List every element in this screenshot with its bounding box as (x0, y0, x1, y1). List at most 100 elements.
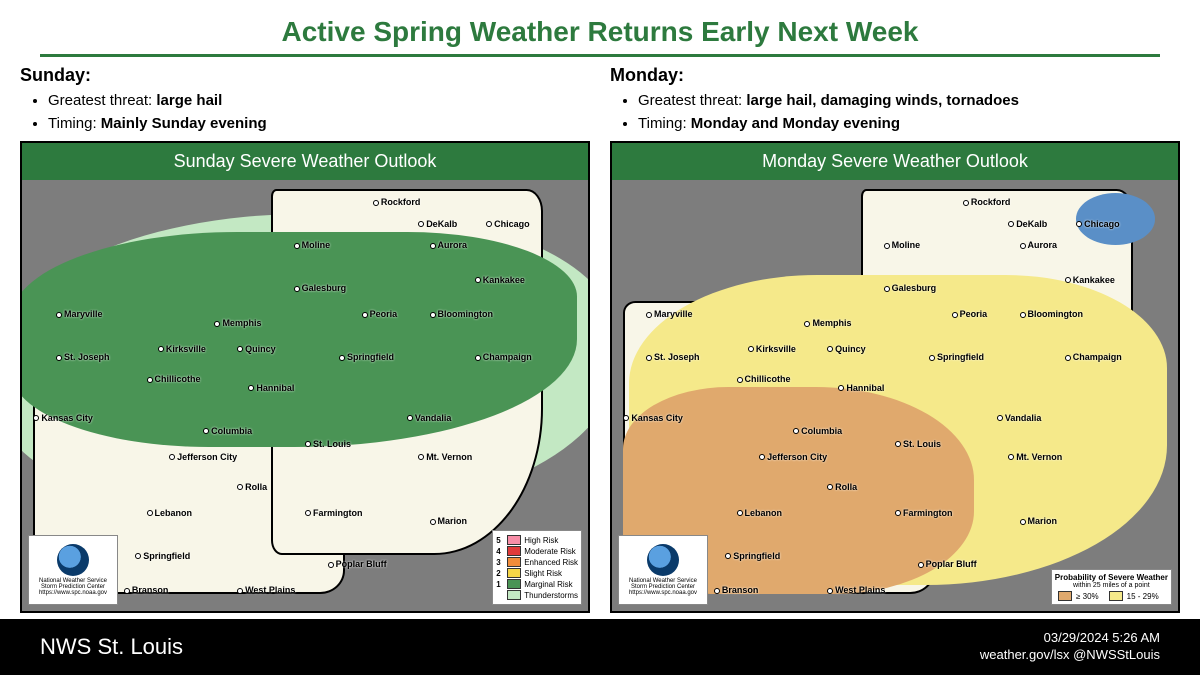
sunday-map-title: Sunday Severe Weather Outlook (22, 143, 588, 180)
city-label: Marion (1020, 516, 1058, 526)
monday-panel: Monday: Greatest threat: large hail, dam… (610, 65, 1180, 619)
city-label: Kansas City (623, 413, 683, 423)
sunday-threat: Greatest threat: large hail (48, 90, 590, 113)
city-label: Bloomington (430, 309, 494, 319)
city-label: Chicago (1076, 219, 1120, 229)
city-label: Springfield (135, 551, 190, 561)
city-label: Chillicothe (737, 374, 791, 384)
city-label: Rolla (237, 482, 267, 492)
city-label: Jefferson City (759, 452, 827, 462)
city-label: Kankakee (1065, 275, 1115, 285)
city-label: Aurora (430, 240, 468, 250)
city-label: Springfield (725, 551, 780, 561)
footer-meta: 03/29/2024 5:26 AM weather.gov/lsx @NWSS… (980, 630, 1160, 664)
city-label: Branson (714, 585, 759, 595)
city-label: Memphis (214, 318, 261, 328)
city-label: Branson (124, 585, 169, 595)
city-label: St. Louis (305, 439, 351, 449)
city-label: Columbia (793, 426, 842, 436)
city-label: Mt. Vernon (1008, 452, 1062, 462)
city-label: West Plains (827, 585, 885, 595)
city-label: Farmington (305, 508, 363, 518)
city-label: Quincy (237, 344, 276, 354)
sunday-bullets: Greatest threat: large hail Timing: Main… (48, 90, 590, 135)
city-label: Aurora (1020, 240, 1058, 250)
main-title: Active Spring Weather Returns Early Next… (40, 16, 1160, 48)
sunday-legend: 5High Risk4Moderate Risk3Enhanced Risk2S… (492, 530, 582, 605)
noaa-badge: National Weather Service Storm Predictio… (28, 535, 118, 605)
city-label: Kansas City (33, 413, 93, 423)
city-label: Bloomington (1020, 309, 1084, 319)
city-label: DeKalb (418, 219, 457, 229)
noaa-badge-2: National Weather Service Storm Predictio… (618, 535, 708, 605)
city-label: Springfield (339, 352, 394, 362)
city-label: Champaign (475, 352, 532, 362)
sunday-panel: Sunday: Greatest threat: large hail Timi… (20, 65, 590, 619)
monday-threat: Greatest threat: large hail, damaging wi… (638, 90, 1180, 113)
city-label: St. Louis (895, 439, 941, 449)
city-label: Hannibal (248, 383, 294, 393)
monday-bullets: Greatest threat: large hail, damaging wi… (638, 90, 1180, 135)
monday-legend-row: ≥ 30%15 - 29% (1055, 591, 1168, 601)
monday-map-title: Monday Severe Weather Outlook (612, 143, 1178, 180)
city-label: Champaign (1065, 352, 1122, 362)
footer-links: weather.gov/lsx @NWSStLouis (980, 647, 1160, 664)
city-label: Lebanon (147, 508, 193, 518)
city-label: Chillicothe (147, 374, 201, 384)
city-label: St. Joseph (56, 352, 110, 362)
monday-map: Rockford DeKalb Chicago Moline Aurora Kankake… (612, 180, 1178, 611)
city-label: Kankakee (475, 275, 525, 285)
city-label: Jefferson City (169, 452, 237, 462)
city-label: Galesburg (884, 283, 937, 293)
monday-legend: Probability of Severe Weather within 25 … (1051, 569, 1172, 605)
legend-row: Thunderstorms (496, 590, 578, 600)
sunday-map: Rockford DeKalb Chicago Moline Aurora Kankake… (22, 180, 588, 611)
city-label: Rockford (963, 197, 1011, 207)
monday-map-card: Monday Severe Weather Outlook Rockford De… (610, 141, 1180, 613)
legend-row: 3Enhanced Risk (496, 557, 578, 567)
city-label: Kirksville (748, 344, 796, 354)
sunday-label: Sunday: (20, 65, 590, 86)
city-label: Hannibal (838, 383, 884, 393)
noaa-logo-icon (57, 544, 89, 576)
city-label: Memphis (804, 318, 851, 328)
city-label: Columbia (203, 426, 252, 436)
content-row: Sunday: Greatest threat: large hail Timi… (0, 57, 1200, 619)
city-label: Poplar Bluff (918, 559, 977, 569)
weather-infographic: Active Spring Weather Returns Early Next… (0, 0, 1200, 675)
city-label: Springfield (929, 352, 984, 362)
city-label: Galesburg (294, 283, 347, 293)
title-bar: Active Spring Weather Returns Early Next… (40, 8, 1160, 57)
city-label: Mt. Vernon (418, 452, 472, 462)
legend-row: 1Marginal Risk (496, 579, 578, 589)
noaa-logo-icon (647, 544, 679, 576)
city-label: Rockford (373, 197, 421, 207)
city-label: St. Joseph (646, 352, 700, 362)
city-label: Marion (430, 516, 468, 526)
sunday-map-card: Sunday Severe Weather Outlook Rockford De… (20, 141, 590, 613)
city-label: Vandalia (407, 413, 452, 423)
legend-row: 2Slight Risk (496, 568, 578, 578)
sunday-timing: Timing: Mainly Sunday evening (48, 113, 590, 136)
city-label: Peoria (362, 309, 398, 319)
city-label: DeKalb (1008, 219, 1047, 229)
city-label: Quincy (827, 344, 866, 354)
footer-timestamp: 03/29/2024 5:26 AM (980, 630, 1160, 647)
city-label: Lebanon (737, 508, 783, 518)
legend-row: 5High Risk (496, 535, 578, 545)
city-label: Farmington (895, 508, 953, 518)
monday-label: Monday: (610, 65, 1180, 86)
footer: NWS St. Louis 03/29/2024 5:26 AM weather… (0, 619, 1200, 675)
legend-row: 4Moderate Risk (496, 546, 578, 556)
city-label: Maryville (56, 309, 103, 319)
city-label: Moline (294, 240, 331, 250)
city-label: West Plains (237, 585, 295, 595)
city-label: Rolla (827, 482, 857, 492)
city-label: Peoria (952, 309, 988, 319)
city-label: Moline (884, 240, 921, 250)
city-label: Vandalia (997, 413, 1042, 423)
city-label: Chicago (486, 219, 530, 229)
monday-timing: Timing: Monday and Monday evening (638, 113, 1180, 136)
city-label: Poplar Bluff (328, 559, 387, 569)
city-label: Kirksville (158, 344, 206, 354)
